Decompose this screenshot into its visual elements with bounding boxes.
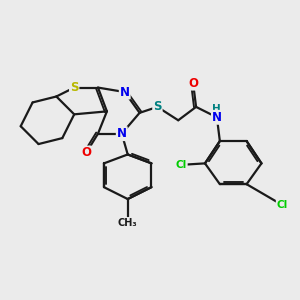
Text: S: S bbox=[70, 81, 79, 94]
Text: N: N bbox=[212, 111, 222, 124]
Text: H: H bbox=[212, 104, 221, 114]
Text: N: N bbox=[117, 127, 127, 140]
Text: Cl: Cl bbox=[176, 160, 187, 170]
Text: Cl: Cl bbox=[277, 200, 288, 210]
Text: N: N bbox=[120, 85, 130, 98]
Text: CH₃: CH₃ bbox=[118, 218, 137, 228]
Text: S: S bbox=[153, 100, 162, 113]
Text: O: O bbox=[188, 76, 198, 90]
Text: O: O bbox=[81, 146, 91, 160]
